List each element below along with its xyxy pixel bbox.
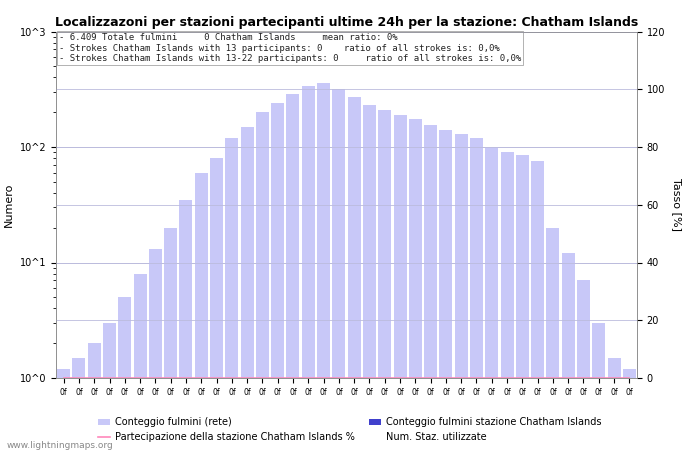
Bar — [470, 138, 483, 450]
Bar — [348, 97, 360, 450]
Partecipazione della stazione Chatham Islands % — [473, 375, 481, 381]
Bar — [561, 253, 575, 450]
Bar — [72, 358, 85, 450]
Partecipazione della stazione Chatham Islands % — [533, 375, 542, 381]
Bar — [378, 110, 391, 450]
Partecipazione della stazione Chatham Islands % — [182, 375, 190, 381]
Partecipazione della stazione Chatham Islands % — [395, 375, 404, 381]
Partecipazione della stazione Chatham Islands % — [228, 375, 236, 381]
Bar — [485, 147, 498, 450]
Legend: Conteggio fulmini (rete), Partecipazione della stazione Chatham Islands %, Conte: Conteggio fulmini (rete), Partecipazione… — [96, 414, 604, 445]
Bar — [516, 155, 528, 450]
Partecipazione della stazione Chatham Islands % — [75, 375, 83, 381]
Partecipazione della stazione Chatham Islands % — [90, 375, 99, 381]
Bar — [577, 280, 590, 450]
Bar — [57, 369, 70, 450]
Y-axis label: Numero: Numero — [4, 183, 14, 227]
Partecipazione della stazione Chatham Islands % — [289, 375, 298, 381]
Partecipazione della stazione Chatham Islands % — [381, 375, 389, 381]
Bar — [195, 173, 208, 450]
Bar — [286, 94, 300, 450]
Partecipazione della stazione Chatham Islands % — [487, 375, 496, 381]
Partecipazione della stazione Chatham Islands % — [350, 375, 358, 381]
Bar — [149, 249, 162, 450]
Bar — [409, 119, 422, 450]
Partecipazione della stazione Chatham Islands % — [335, 375, 343, 381]
Partecipazione della stazione Chatham Islands % — [426, 375, 435, 381]
Bar — [592, 323, 606, 450]
Partecipazione della stazione Chatham Islands % — [120, 375, 129, 381]
Partecipazione della stazione Chatham Islands % — [442, 375, 450, 381]
Partecipazione della stazione Chatham Islands % — [105, 375, 113, 381]
Bar — [547, 228, 559, 450]
Partecipazione della stazione Chatham Islands % — [258, 375, 267, 381]
Partecipazione della stazione Chatham Islands % — [304, 375, 312, 381]
Bar — [440, 130, 452, 450]
Bar — [393, 115, 407, 450]
Text: - 6.409 Totale fulmini     0 Chatham Islands     mean ratio: 0%
- Strokes Chatha: - 6.409 Totale fulmini 0 Chatham Islands… — [59, 33, 522, 63]
Bar — [271, 103, 284, 450]
Partecipazione della stazione Chatham Islands % — [197, 375, 206, 381]
Bar — [332, 89, 345, 450]
Title: Localizzazoni per stazioni partecipanti ultime 24h per la stazione: Chatham Isla: Localizzazoni per stazioni partecipanti … — [55, 16, 638, 29]
Partecipazione della stazione Chatham Islands % — [411, 375, 419, 381]
Bar — [164, 228, 177, 450]
Bar — [103, 323, 116, 450]
Bar — [500, 152, 514, 450]
Partecipazione della stazione Chatham Islands % — [580, 375, 588, 381]
Partecipazione della stazione Chatham Islands % — [167, 375, 175, 381]
Bar — [455, 134, 468, 450]
Bar — [608, 358, 621, 450]
Partecipazione della stazione Chatham Islands % — [549, 375, 557, 381]
Partecipazione della stazione Chatham Islands % — [594, 375, 603, 381]
Bar — [118, 297, 132, 450]
Partecipazione della stazione Chatham Islands % — [274, 375, 282, 381]
Partecipazione della stazione Chatham Islands % — [243, 375, 251, 381]
Bar — [134, 274, 146, 450]
Bar — [241, 126, 253, 450]
Bar — [424, 125, 437, 450]
Bar — [256, 112, 269, 450]
Bar — [363, 105, 376, 450]
Partecipazione della stazione Chatham Islands % — [518, 375, 526, 381]
Partecipazione della stazione Chatham Islands % — [625, 375, 634, 381]
Bar — [210, 158, 223, 450]
Partecipazione della stazione Chatham Islands % — [319, 375, 328, 381]
Partecipazione della stazione Chatham Islands % — [365, 375, 374, 381]
Bar — [88, 343, 101, 450]
Bar — [179, 200, 193, 450]
Bar — [302, 86, 315, 450]
Partecipazione della stazione Chatham Islands % — [457, 375, 466, 381]
Y-axis label: Tasso [%]: Tasso [%] — [672, 178, 682, 231]
Partecipazione della stazione Chatham Islands % — [151, 375, 160, 381]
Bar — [531, 162, 544, 450]
Bar — [623, 369, 636, 450]
Partecipazione della stazione Chatham Islands % — [60, 375, 68, 381]
Partecipazione della stazione Chatham Islands % — [136, 375, 144, 381]
Partecipazione della stazione Chatham Islands % — [564, 375, 573, 381]
Bar — [225, 138, 238, 450]
Partecipazione della stazione Chatham Islands % — [503, 375, 511, 381]
Text: www.lightningmaps.org: www.lightningmaps.org — [7, 441, 113, 450]
Partecipazione della stazione Chatham Islands % — [610, 375, 618, 381]
Bar — [317, 83, 330, 450]
Partecipazione della stazione Chatham Islands % — [212, 375, 220, 381]
